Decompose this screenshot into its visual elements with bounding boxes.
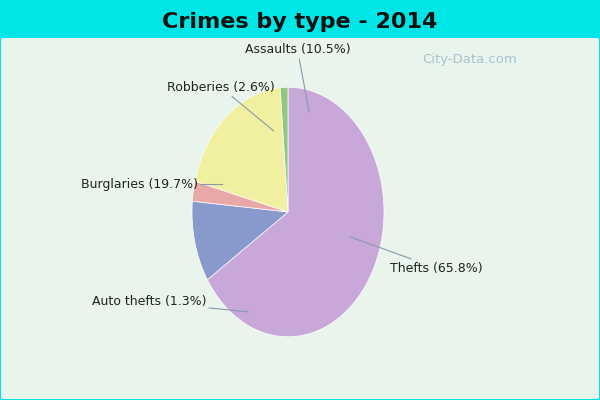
Wedge shape	[192, 201, 288, 280]
Wedge shape	[280, 87, 288, 212]
Text: Assaults (10.5%): Assaults (10.5%)	[245, 43, 350, 112]
Wedge shape	[208, 87, 384, 337]
Text: City-Data.com: City-Data.com	[422, 54, 517, 66]
Wedge shape	[193, 181, 288, 212]
Text: Auto thefts (1.3%): Auto thefts (1.3%)	[92, 295, 248, 312]
Wedge shape	[195, 88, 288, 212]
Text: Robberies (2.6%): Robberies (2.6%)	[167, 81, 275, 131]
Text: Burglaries (19.7%): Burglaries (19.7%)	[80, 178, 223, 191]
Text: Thefts (65.8%): Thefts (65.8%)	[350, 237, 483, 275]
Text: Crimes by type - 2014: Crimes by type - 2014	[163, 12, 437, 32]
FancyBboxPatch shape	[1, 38, 599, 399]
